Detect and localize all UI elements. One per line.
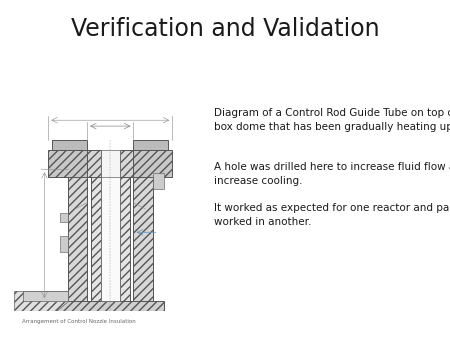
Bar bbox=[48, 150, 87, 177]
Bar bbox=[87, 150, 100, 177]
Text: A hole was drilled here to increase fluid flow and
increase cooling.: A hole was drilled here to increase flui… bbox=[214, 162, 450, 186]
Bar bbox=[153, 173, 164, 189]
Polygon shape bbox=[14, 291, 68, 311]
Bar bbox=[134, 150, 172, 177]
Bar bbox=[60, 213, 68, 222]
Bar bbox=[68, 169, 87, 301]
Bar bbox=[23, 291, 68, 301]
Bar bbox=[60, 236, 68, 252]
Bar bbox=[134, 169, 153, 301]
Bar bbox=[100, 150, 120, 177]
Text: Diagram of a Control Rod Guide Tube on top of a hot
box dome that has been gradu: Diagram of a Control Rod Guide Tube on t… bbox=[214, 108, 450, 132]
Bar bbox=[134, 140, 168, 150]
Bar bbox=[120, 150, 134, 177]
Bar bbox=[100, 169, 120, 301]
Text: Arrangement of Control Nozzle Insulation: Arrangement of Control Nozzle Insulation bbox=[22, 319, 135, 324]
Bar bbox=[91, 169, 100, 301]
Text: It worked as expected for one reactor and partially
worked in another.: It worked as expected for one reactor an… bbox=[214, 203, 450, 227]
Bar bbox=[56, 301, 164, 311]
Text: Verification and Validation: Verification and Validation bbox=[71, 17, 379, 41]
Bar bbox=[120, 169, 130, 301]
Bar bbox=[52, 140, 87, 150]
